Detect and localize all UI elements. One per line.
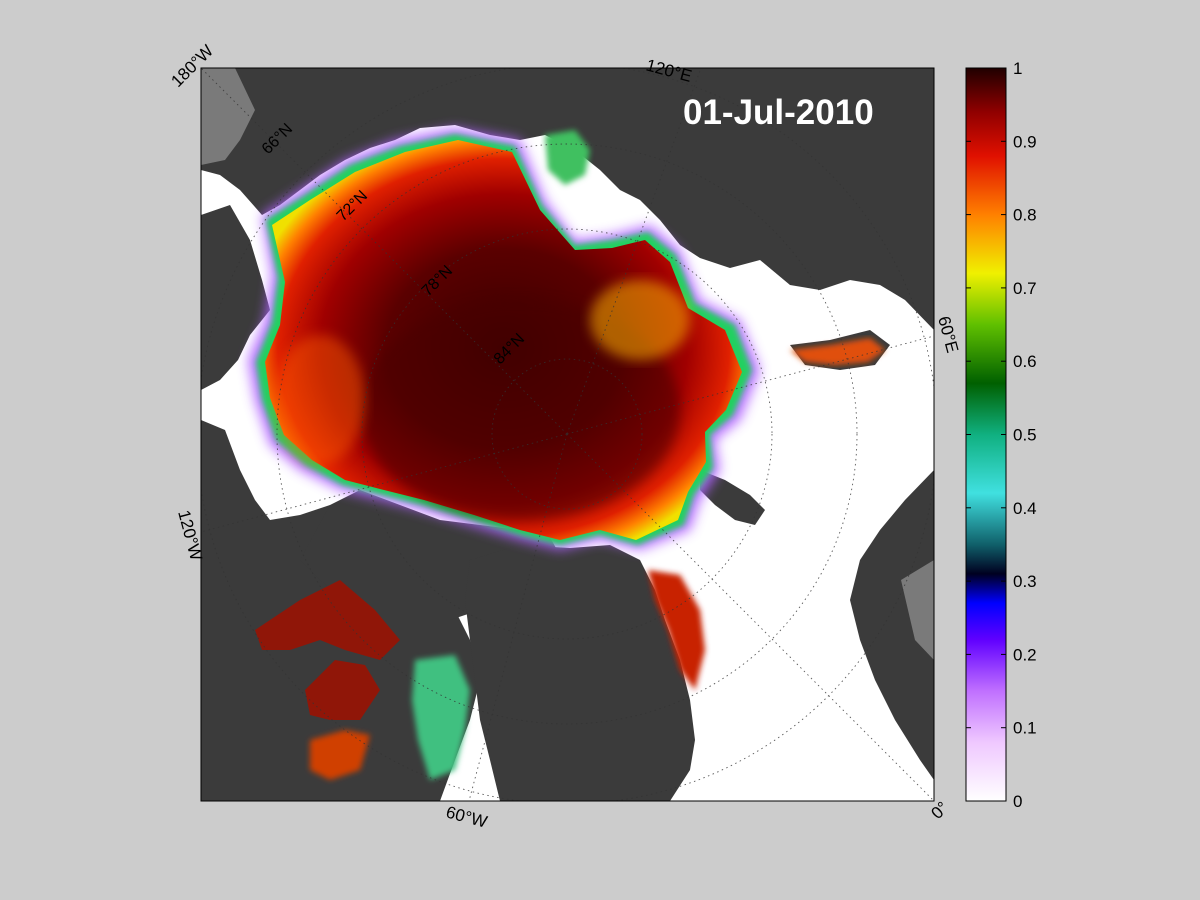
ice-patch-orange <box>275 335 365 465</box>
lon-label-60e: 60°E <box>934 314 962 355</box>
lat-circle-84 <box>491 358 643 510</box>
colorbar-tick-label: 0.7 <box>1013 279 1037 298</box>
colorbar-tick-label: 0.9 <box>1013 132 1037 151</box>
ice-core <box>360 300 680 520</box>
lat-circle-72 <box>276 143 858 725</box>
lat-circle-78 <box>361 228 773 640</box>
ice-east-greenland <box>648 570 705 690</box>
colorbar-bar <box>965 67 1007 802</box>
land-scandinavia <box>850 470 934 780</box>
colorbar-tick-label: 0 <box>1013 792 1022 811</box>
map-panel: 66°N 72°N 78°N 84°N 01-Jul-2010 <box>201 68 934 801</box>
colorbar-tick-label: 0.1 <box>1013 719 1037 738</box>
lon-label-60w: 60°W <box>444 803 489 832</box>
land-light <box>201 68 255 165</box>
map-frame <box>200 67 935 802</box>
land-svalbard <box>700 470 765 525</box>
lon-label-0: 0° <box>927 798 952 823</box>
land-light-2 <box>901 560 934 660</box>
colorbar-tick-label: 1 <box>1013 59 1022 78</box>
colorbar-tick-label: 0.6 <box>1013 352 1037 371</box>
graticule <box>201 68 934 801</box>
land-eurasia <box>201 68 934 330</box>
colorbar-tick-label: 0.2 <box>1013 645 1037 664</box>
meridian-120w <box>201 433 568 533</box>
date-label: 01-Jul-2010 <box>683 93 874 132</box>
land-greenland <box>465 545 695 801</box>
ice-hudson <box>305 660 380 720</box>
ice-hudson-south <box>310 730 370 780</box>
colorbar-tick-label: 0.4 <box>1013 499 1037 518</box>
colorbar-tick-label: 0.5 <box>1013 426 1037 445</box>
ice-archipelago <box>255 580 400 660</box>
ice-kara <box>790 338 885 365</box>
sea-ice <box>248 128 885 780</box>
ice-patch-yellow <box>590 280 690 360</box>
colorbar-tick-label: 0.8 <box>1013 206 1037 225</box>
colorbar-tick-label: 0.3 <box>1013 572 1037 591</box>
colorbar: 0 0.1 0.2 0.3 0.4 0.5 0.6 0.7 0.8 0.9 1 <box>965 59 1037 811</box>
land-alaska <box>201 205 270 390</box>
colorbar-ticks: 0 0.1 0.2 0.3 0.4 0.5 0.6 0.7 0.8 0.9 1 <box>966 59 1037 811</box>
ice-baffin <box>412 655 470 780</box>
meridian-180 <box>201 68 568 435</box>
